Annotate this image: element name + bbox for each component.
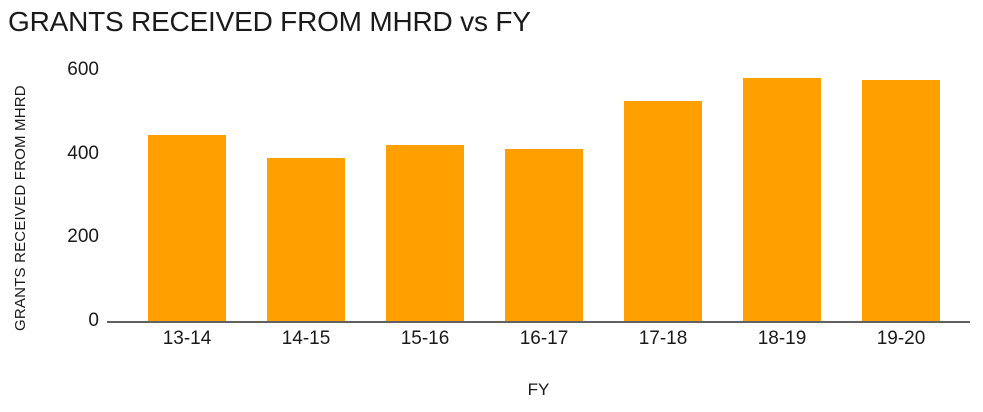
bar-14-15 — [267, 158, 345, 321]
x-axis-title: FY — [527, 380, 550, 399]
y-tick-0: 0 — [88, 310, 99, 331]
bar-13-14 — [148, 135, 226, 321]
bar-15-16 — [386, 145, 464, 321]
bar-16-17 — [505, 149, 583, 321]
x-tick-19-20: 19-20 — [876, 328, 926, 349]
y-tick-600: 600 — [67, 59, 99, 80]
y-axis-ticks: 0 200 400 600 — [0, 59, 103, 331]
x-tick-15-16: 15-16 — [400, 328, 450, 349]
x-tick-14-15: 14-15 — [281, 328, 331, 349]
chart-title: GRANTS RECEIVED FROM MHRD vs FY — [8, 6, 531, 37]
bar-17-18 — [624, 101, 702, 321]
y-tick-200: 200 — [67, 226, 99, 248]
x-tick-18-19: 18-19 — [757, 328, 807, 349]
bar-18-19 — [743, 78, 821, 321]
y-tick-400: 400 — [67, 142, 99, 164]
x-tick-16-17: 16-17 — [519, 328, 569, 349]
bar-19-20 — [862, 80, 940, 321]
x-tick-13-14: 13-14 — [162, 328, 212, 349]
x-tick-17-18: 17-18 — [638, 328, 688, 349]
plot-area — [107, 70, 970, 323]
x-axis-ticks: 13-14 14-15 15-16 16-17 17-18 18-19 19-20 — [107, 328, 970, 352]
